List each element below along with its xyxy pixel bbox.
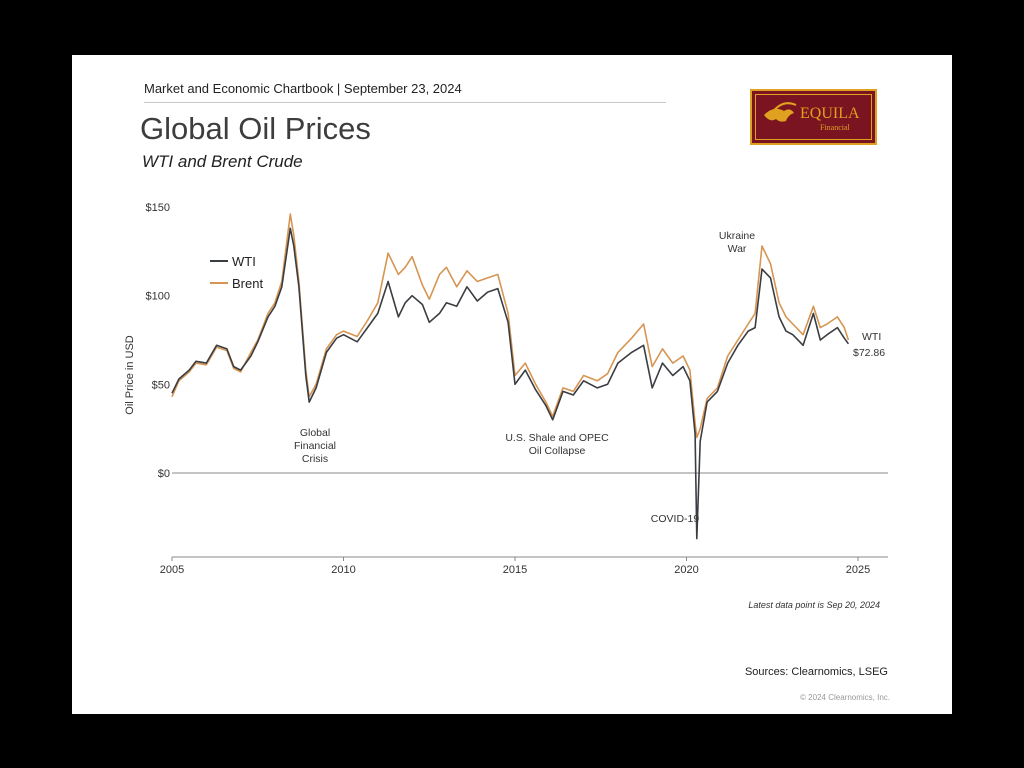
chartbook-header: Market and Economic Chartbook | Septembe…: [144, 81, 462, 96]
chart-slide: Market and Economic Chartbook | Septembe…: [72, 55, 952, 714]
chart-series: [171, 213, 850, 540]
x-tick-label: 2010: [331, 564, 355, 576]
end-label-series: WTI: [862, 331, 881, 343]
x-tick-label: 2005: [160, 564, 184, 576]
x-tick-label: 2015: [503, 564, 527, 576]
y-axis-label: Oil Price in USD: [124, 335, 136, 415]
latest-data-note: Latest data point is Sep 20, 2024: [748, 600, 880, 610]
y-tick-label: $0: [158, 468, 170, 480]
annotation-label: Oil Collapse: [529, 445, 586, 457]
logo-subtext: Financial: [820, 123, 851, 132]
series-line-brent: [171, 213, 850, 439]
annotation-label: U.S. Shale and OPEC: [505, 432, 609, 444]
y-tick-label: $100: [146, 291, 170, 303]
annotation-label: Global: [300, 427, 330, 439]
chart-legend: WTI Brent: [210, 254, 263, 291]
x-tick-label: 2025: [846, 564, 870, 576]
page-title: Global Oil Prices: [140, 111, 371, 146]
annotation-label: Crisis: [302, 453, 328, 465]
header-divider: [144, 102, 666, 103]
copyright-note: © 2024 Clearnomics, Inc.: [800, 693, 890, 702]
y-tick-label: $50: [152, 379, 170, 391]
logo-text: EQUILA: [800, 105, 860, 122]
x-tick-label: 2020: [674, 564, 698, 576]
series-line-wti: [171, 227, 850, 540]
annotation-label: Financial: [294, 440, 336, 452]
legend-label-brent: Brent: [232, 276, 263, 291]
sources-note: Sources: Clearnomics, LSEG: [744, 666, 888, 678]
annotation-label: Ukraine: [719, 230, 755, 242]
logo-border: [755, 94, 872, 140]
annotation-label: COVID-19: [651, 513, 700, 525]
equila-financial-logo: EQUILA Financial: [750, 89, 877, 145]
pegasus-icon: EQUILA Financial: [764, 102, 860, 132]
chart-grid: $0 $50 $100 $150 2005 2010 2015 2020 2025: [146, 202, 888, 576]
y-tick-label: $150: [146, 202, 170, 214]
page-subtitle: WTI and Brent Crude: [142, 152, 303, 171]
end-label-value: $72.86: [853, 347, 885, 359]
legend-label-wti: WTI: [232, 254, 256, 269]
annotation-label: War: [728, 243, 747, 255]
